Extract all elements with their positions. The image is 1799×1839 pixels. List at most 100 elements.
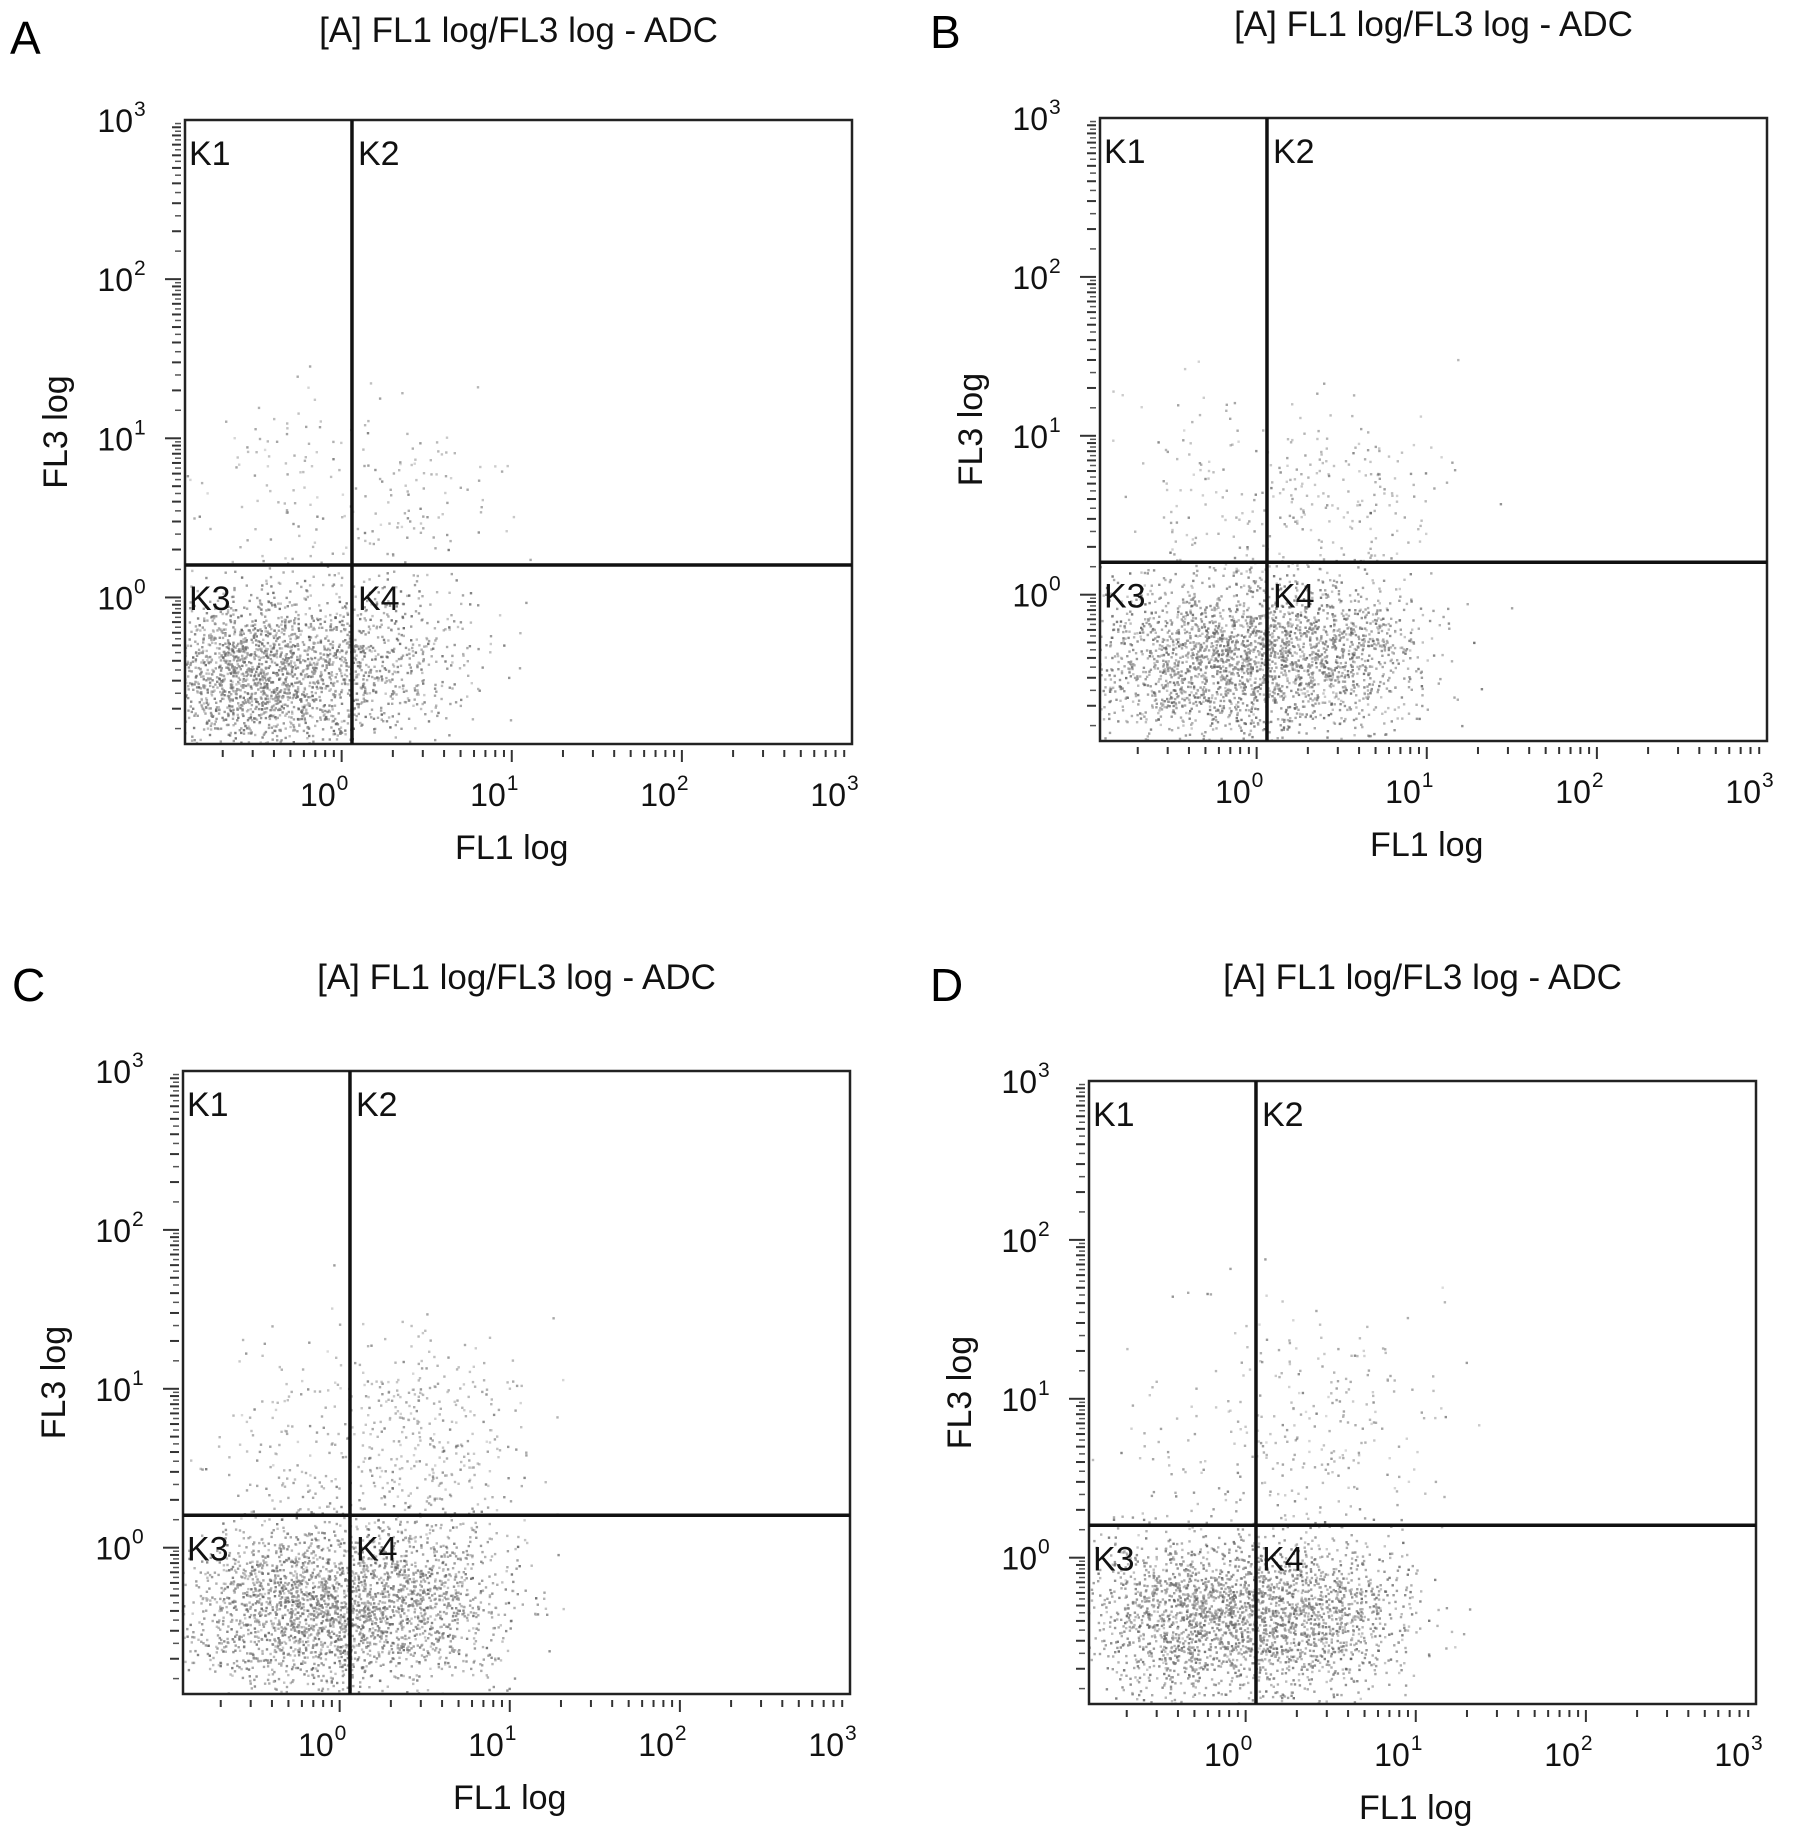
data-point bbox=[412, 574, 415, 577]
data-point bbox=[1297, 645, 1301, 648]
data-point bbox=[304, 623, 308, 626]
data-point bbox=[1289, 717, 1292, 720]
data-point bbox=[394, 671, 398, 674]
data-point bbox=[280, 669, 284, 673]
data-point bbox=[294, 696, 298, 699]
data-point bbox=[434, 639, 437, 642]
data-point bbox=[1246, 615, 1249, 619]
data-point bbox=[340, 441, 343, 445]
data-point bbox=[281, 673, 285, 676]
data-point bbox=[383, 585, 386, 589]
data-point bbox=[1406, 667, 1410, 670]
data-point bbox=[421, 650, 425, 653]
data-point bbox=[1166, 697, 1169, 701]
data-point bbox=[1103, 706, 1106, 709]
data-point bbox=[262, 638, 265, 641]
data-point bbox=[1134, 694, 1138, 698]
data-point bbox=[308, 734, 311, 738]
data-point bbox=[339, 732, 342, 735]
data-point bbox=[253, 627, 257, 630]
data-point bbox=[340, 584, 343, 587]
data-point bbox=[383, 712, 386, 715]
data-point bbox=[342, 552, 345, 555]
data-point bbox=[1366, 703, 1370, 706]
data-point bbox=[313, 541, 317, 544]
data-point bbox=[1177, 676, 1180, 680]
data-point bbox=[398, 701, 402, 705]
data-point bbox=[1366, 689, 1370, 692]
data-point bbox=[299, 661, 302, 664]
data-point bbox=[375, 601, 379, 604]
data-point bbox=[204, 663, 207, 667]
data-point bbox=[1331, 675, 1334, 679]
data-point bbox=[1100, 674, 1103, 677]
data-point bbox=[312, 575, 315, 578]
data-point bbox=[1248, 668, 1252, 671]
data-point bbox=[293, 673, 297, 676]
data-point bbox=[1295, 691, 1298, 694]
data-point bbox=[1339, 722, 1342, 725]
data-point bbox=[1168, 644, 1171, 648]
data-point bbox=[1416, 656, 1419, 659]
data-point bbox=[466, 695, 469, 698]
data-point bbox=[186, 660, 190, 663]
data-point bbox=[1235, 571, 1238, 574]
data-point bbox=[1220, 640, 1224, 643]
data-point bbox=[268, 688, 271, 692]
data-point bbox=[331, 552, 334, 555]
data-point bbox=[1245, 656, 1248, 660]
data-point bbox=[1384, 733, 1387, 736]
data-point bbox=[320, 561, 323, 564]
data-point bbox=[270, 601, 273, 605]
data-point bbox=[352, 678, 356, 682]
data-point bbox=[415, 684, 418, 688]
data-point bbox=[200, 675, 203, 678]
data-point bbox=[205, 649, 208, 653]
data-point bbox=[1166, 665, 1169, 668]
data-point bbox=[247, 699, 250, 702]
data-point bbox=[206, 492, 209, 495]
data-point bbox=[368, 591, 372, 595]
data-point bbox=[365, 647, 368, 650]
data-point bbox=[338, 651, 342, 654]
data-point bbox=[249, 708, 252, 711]
data-point bbox=[1273, 692, 1276, 695]
data-point bbox=[278, 707, 281, 711]
data-point bbox=[1188, 670, 1191, 673]
data-point bbox=[195, 674, 198, 678]
data-point bbox=[1386, 608, 1389, 612]
data-point bbox=[342, 615, 345, 618]
data-point bbox=[208, 636, 211, 640]
data-point bbox=[255, 698, 258, 701]
data-point bbox=[1187, 621, 1190, 625]
data-point bbox=[1177, 662, 1180, 665]
data-point bbox=[1273, 686, 1277, 689]
data-point bbox=[1323, 695, 1327, 698]
data-point bbox=[303, 695, 306, 698]
data-point bbox=[1409, 649, 1412, 652]
data-point bbox=[226, 672, 229, 676]
data-point bbox=[1399, 646, 1402, 650]
data-point bbox=[227, 714, 230, 718]
data-point bbox=[1195, 624, 1198, 627]
data-point bbox=[275, 672, 278, 676]
data-point bbox=[1338, 691, 1342, 694]
data-point bbox=[1153, 657, 1156, 661]
data-point bbox=[212, 670, 215, 674]
data-point bbox=[1342, 648, 1346, 652]
data-point bbox=[451, 687, 454, 690]
data-point bbox=[1203, 675, 1206, 678]
data-point bbox=[1376, 609, 1379, 612]
data-point bbox=[401, 687, 405, 690]
data-point bbox=[459, 486, 462, 489]
data-point bbox=[283, 639, 286, 643]
data-point bbox=[250, 693, 253, 696]
data-point bbox=[1453, 696, 1456, 699]
data-point bbox=[1249, 642, 1253, 645]
data-point bbox=[254, 707, 257, 711]
data-point bbox=[1328, 700, 1331, 703]
data-point bbox=[1109, 686, 1112, 689]
data-point bbox=[1207, 697, 1211, 700]
data-point bbox=[1288, 681, 1291, 685]
data-point bbox=[268, 623, 271, 626]
